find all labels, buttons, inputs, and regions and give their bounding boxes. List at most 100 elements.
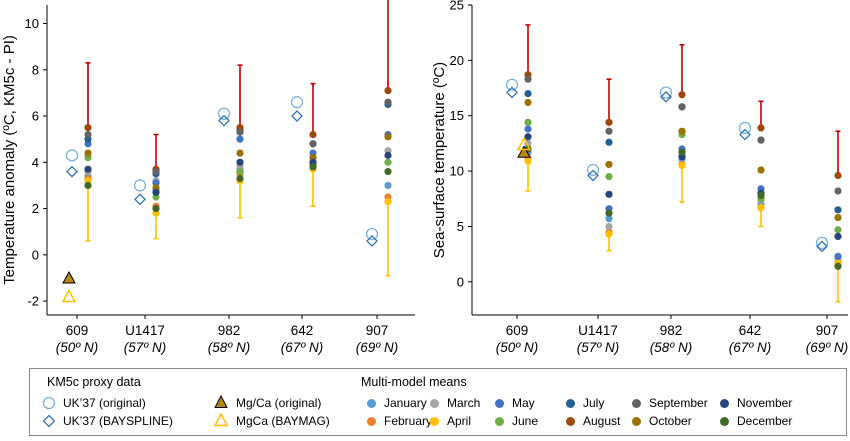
legend-september-label: September [649, 396, 708, 410]
legend-june-marker [495, 417, 504, 426]
proxy-uk37-original [65, 149, 79, 162]
x-tick-sublabel: (69º N) [356, 340, 398, 355]
panel-right-sea-surface-temperature: 0 5 10 15 20 25 Sea-surface temperature (ºC) 60… [431, 0, 848, 355]
legend-april-label: April [447, 414, 472, 428]
x-tick-sublabel: (58º N) [650, 340, 692, 355]
proxy-mgca-baymag [516, 136, 532, 151]
legend-mgca-baymag-label: MgCa (BAYMAG) [236, 414, 330, 428]
y-axis-label: Temperature anomaly (ºC, KM5c - PI) [1, 35, 18, 285]
y-tick-label: 6 [32, 109, 39, 124]
point-march [605, 222, 613, 231]
x-tick-label: 609 [506, 323, 529, 338]
legend-august-marker [566, 417, 575, 426]
point-september [236, 128, 244, 136]
proxy-uk37-bayspline [587, 169, 599, 182]
proxy-uk37-bayspline [218, 114, 230, 127]
legend-august-label: August [583, 414, 621, 428]
legend-mgca-original-marker [214, 394, 228, 408]
y-tick-label: 4 [32, 155, 39, 170]
legend-december-marker [720, 417, 729, 426]
point-september [757, 136, 765, 144]
point-may [524, 125, 532, 133]
proxy-uk37-bayspline [660, 90, 672, 103]
point-january [384, 181, 392, 190]
x-tick-sublabel: (67º N) [281, 340, 323, 355]
proxy-uk37-bayspline [506, 86, 518, 99]
x-tick-sublabel: (57º N) [124, 340, 166, 355]
legend-october-label: October [649, 414, 692, 428]
point-june [384, 158, 392, 166]
x-tick-label: U1417 [125, 323, 165, 338]
proxy-mgca-baymag [61, 288, 77, 303]
y-tick-label: -2 [27, 294, 39, 309]
point-may [834, 252, 842, 260]
point-december [757, 191, 765, 200]
point-december [605, 209, 613, 217]
y-tick-label: 8 [32, 62, 39, 77]
point-september [384, 98, 392, 106]
proxy-mgca-original [62, 270, 76, 284]
point-august [605, 118, 613, 126]
legend-model-header: Multi-model means [361, 375, 467, 389]
legend-may-marker [495, 399, 504, 408]
proxy-uk37-original [659, 86, 673, 99]
point-june [524, 118, 532, 126]
x-tick-sublabel: (57º N) [577, 340, 619, 355]
proxy-uk37-original [586, 163, 600, 177]
legend-february-marker [367, 417, 376, 426]
point-november [524, 133, 532, 141]
point-november [152, 188, 160, 196]
point-october [757, 166, 765, 174]
y-tick-label: 0 [457, 274, 464, 289]
point-june [605, 173, 613, 181]
point-august [757, 124, 765, 132]
legend-uk37-bayspline-label: UK’37 (BAYSPLINE) [63, 414, 173, 428]
x-tick-label: 982 [218, 323, 241, 338]
proxy-uk37-bayspline [134, 193, 146, 206]
point-october [84, 149, 92, 157]
legend-may-label: May [512, 396, 535, 410]
legend-november-label: November [737, 396, 793, 410]
legend-april-marker [430, 417, 439, 426]
point-april [384, 198, 392, 206]
x-tick-sublabel: (67º N) [729, 340, 771, 355]
point-december [834, 262, 842, 270]
point-august [834, 171, 842, 180]
point-september [834, 187, 842, 195]
legend-july-label: July [583, 396, 605, 410]
legend-february-label: February [384, 414, 433, 428]
point-september [524, 75, 532, 83]
legend-proxy-header: KM5c proxy data [47, 375, 141, 389]
point-may [236, 135, 244, 143]
y-tick-label: 5 [457, 219, 464, 234]
point-october [236, 149, 244, 157]
point-june [236, 167, 244, 176]
legend-uk37-original-marker [42, 396, 56, 410]
point-august [678, 91, 686, 99]
proxy-uk37-bayspline [366, 235, 378, 247]
point-april [678, 161, 686, 170]
y-tick-label: 10 [25, 16, 39, 31]
proxy-uk37-bayspline [816, 240, 828, 253]
x-tick-sublabel: (50º N) [56, 340, 98, 355]
legend-mgca-baymag-marker [213, 412, 229, 427]
legend-december-label: December [737, 414, 793, 428]
legend-january-label: January [384, 396, 427, 410]
x-tick-label: 642 [739, 323, 762, 338]
point-november [834, 232, 842, 240]
legend-october-marker [632, 417, 641, 426]
point-december [309, 163, 317, 171]
x-tick-sublabel: (58º N) [208, 340, 250, 355]
x-tick-sublabel: (69º N) [806, 340, 848, 355]
point-november [84, 165, 92, 173]
legend-september-marker [632, 399, 641, 408]
point-september [84, 130, 92, 139]
point-september [605, 127, 613, 135]
x-tick-sublabel: (50º N) [496, 340, 538, 355]
point-september [152, 167, 160, 176]
point-october [384, 133, 392, 141]
panel-left-temperature-anomaly: -2 0 2 4 6 8 10 Temperature anomaly (ºC, KM5c -… [1, 0, 415, 355]
legend-june-label: June [512, 414, 539, 428]
point-october [524, 98, 532, 107]
legend-uk37-bayspline-marker [42, 414, 56, 428]
